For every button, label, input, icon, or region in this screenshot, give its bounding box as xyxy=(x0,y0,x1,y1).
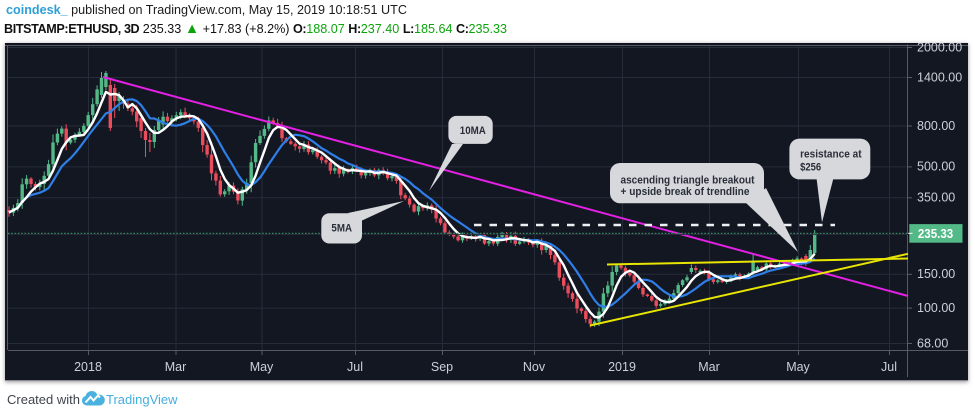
svg-text:Jul: Jul xyxy=(881,360,897,374)
svg-text:Sep: Sep xyxy=(431,360,453,374)
svg-text:10MA: 10MA xyxy=(460,125,486,137)
svg-text:Mar: Mar xyxy=(698,360,720,374)
svg-text:+ upside break of trendline: + upside break of trendline xyxy=(621,186,750,198)
svg-text:resistance at: resistance at xyxy=(800,149,862,161)
svg-text:500.00: 500.00 xyxy=(917,160,955,174)
svg-text:2018: 2018 xyxy=(74,360,102,374)
svg-text:ascending triangle breakout: ascending triangle breakout xyxy=(621,175,755,187)
svg-text:100.00: 100.00 xyxy=(917,301,955,315)
svg-text:Jul: Jul xyxy=(347,360,363,374)
svg-text:68.00: 68.00 xyxy=(917,336,948,350)
svg-text:2019: 2019 xyxy=(608,360,636,374)
svg-text:1400.00: 1400.00 xyxy=(917,70,962,84)
svg-text:May: May xyxy=(250,360,274,374)
svg-text:May: May xyxy=(786,360,810,374)
svg-text:350.00: 350.00 xyxy=(917,191,955,205)
svg-text:5MA: 5MA xyxy=(331,223,352,235)
svg-text:150.00: 150.00 xyxy=(917,267,955,281)
svg-text:800.00: 800.00 xyxy=(917,119,955,133)
svg-text:Mar: Mar xyxy=(165,360,187,374)
svg-text:2000.00: 2000.00 xyxy=(917,43,962,54)
svg-text:Nov: Nov xyxy=(523,360,546,374)
svg-text:$256: $256 xyxy=(800,162,821,174)
svg-text:235.33: 235.33 xyxy=(918,227,953,241)
